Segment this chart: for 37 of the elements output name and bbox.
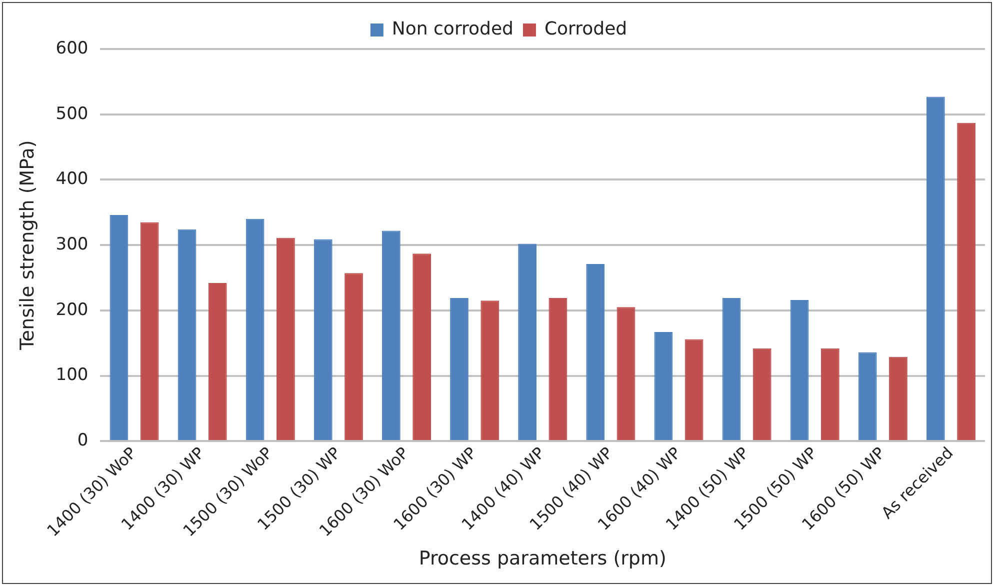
legend-label: Non corroded: [392, 18, 514, 40]
bar: [654, 332, 673, 440]
bar: [548, 298, 568, 440]
bar: [480, 300, 500, 440]
bar: [926, 96, 945, 440]
bar: [412, 254, 432, 440]
y-tick-label: 0: [77, 430, 88, 451]
y-tick-label: 500: [56, 104, 88, 124]
y-axis-title: Tensile strength (MPa): [16, 140, 38, 351]
bar: [790, 300, 809, 440]
bar: [858, 352, 877, 440]
bar: [246, 218, 264, 440]
legend-label: Corroded: [544, 18, 628, 40]
bar: [344, 273, 363, 440]
bar: [820, 348, 840, 440]
bar: [140, 222, 159, 440]
bar: [208, 282, 227, 440]
y-tick-label: 300: [56, 234, 88, 254]
bar: [450, 298, 468, 440]
bar: [314, 239, 332, 440]
y-tick-label: 200: [56, 300, 88, 320]
y-tick-label: 100: [56, 365, 88, 386]
bar: [616, 307, 636, 440]
bar: [518, 244, 536, 440]
bar: [586, 264, 605, 440]
bar: [957, 122, 976, 440]
x-axis-title: Process parameters (rpm): [418, 548, 666, 570]
y-tick-label: 600: [56, 38, 88, 58]
bar: [110, 215, 128, 440]
bar: [178, 229, 196, 440]
bar: [722, 298, 741, 440]
bar: [752, 348, 772, 440]
bar: [276, 238, 295, 440]
y-tick-label: 400: [56, 169, 88, 190]
bar: [684, 339, 704, 440]
bar: [382, 230, 400, 440]
bar: [889, 356, 908, 440]
